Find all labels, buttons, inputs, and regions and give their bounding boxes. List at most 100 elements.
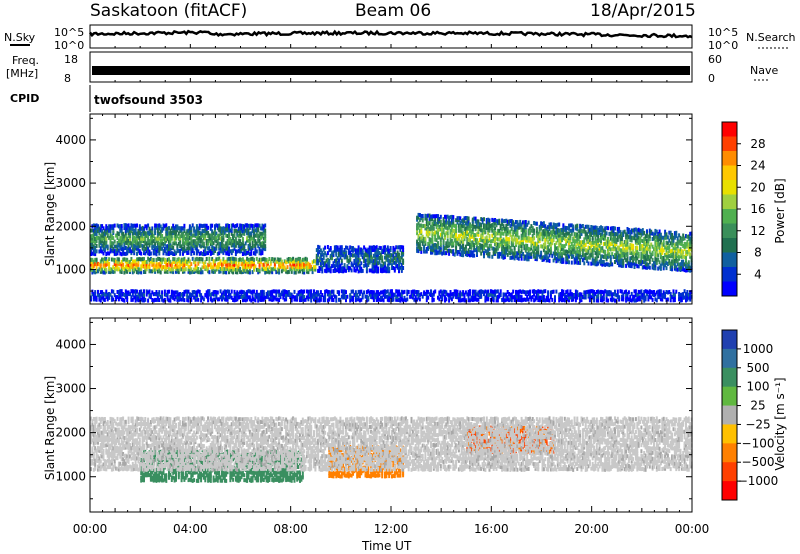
data-cell (421, 237, 424, 242)
data-cell (614, 235, 616, 239)
data-cell (141, 262, 144, 267)
data-cell (254, 233, 257, 238)
data-cell (172, 245, 175, 250)
data-cell (233, 262, 236, 267)
data-cell (554, 251, 556, 256)
data-cell (326, 251, 329, 256)
data-cell (250, 223, 253, 228)
data-cell (579, 229, 582, 234)
data-cell (386, 250, 389, 255)
data-cell (166, 246, 169, 251)
data-cell (634, 259, 637, 264)
data-cell (520, 225, 523, 230)
data-cell (445, 220, 448, 225)
data-cell (506, 229, 509, 234)
data-cell (661, 258, 664, 263)
data-cell (531, 249, 534, 254)
data-cell (321, 265, 324, 270)
data-cell (629, 229, 632, 234)
data-cell (542, 257, 545, 262)
data-cell (260, 251, 262, 256)
data-cell (580, 232, 583, 236)
data-cell (471, 230, 474, 235)
data-cell (569, 252, 572, 257)
data-cell (244, 223, 247, 228)
data-cell (225, 264, 228, 269)
data-cell (212, 267, 215, 271)
data-cell (619, 255, 622, 260)
data-cell (124, 233, 127, 238)
data-cell (353, 266, 356, 271)
data-cell (417, 242, 420, 246)
data-cell (304, 260, 307, 264)
data-cell (434, 237, 437, 242)
data-cell (191, 233, 194, 238)
data-cell (469, 253, 471, 258)
data-cell (102, 262, 105, 267)
data-cell (455, 234, 458, 239)
data-cell (325, 253, 328, 258)
data-cell (365, 248, 368, 253)
data-cell (665, 266, 668, 271)
data-cell (122, 257, 125, 262)
data-cell (646, 265, 648, 270)
data-cell (588, 246, 591, 251)
data-cell (151, 226, 154, 231)
data-cell (339, 248, 342, 253)
data-cell (198, 243, 201, 248)
data-cell (470, 250, 473, 255)
data-cell (299, 259, 301, 264)
data-cell (108, 270, 111, 274)
data-cell (640, 261, 643, 266)
data-cell (455, 231, 458, 236)
data-cell (609, 257, 612, 262)
data-cell (549, 240, 552, 245)
data-cell (608, 245, 611, 249)
data-cell (165, 226, 168, 231)
data-cell (340, 247, 343, 252)
data-cell (605, 239, 608, 244)
data-cell (159, 238, 162, 243)
data-cell (241, 226, 244, 231)
data-cell (527, 228, 530, 233)
data-cell (473, 216, 476, 221)
data-cell (133, 267, 136, 272)
data-cell (459, 216, 462, 221)
data-cell (211, 229, 214, 234)
data-cell (138, 243, 141, 248)
data-cell (527, 238, 530, 243)
data-cell (102, 247, 105, 251)
data-cell (247, 243, 250, 248)
data-cell (513, 256, 516, 261)
data-cell (492, 223, 495, 228)
data-cell (360, 269, 363, 274)
data-cell (201, 265, 204, 270)
data-cell (301, 270, 304, 275)
data-cell (182, 251, 184, 256)
data-cell (379, 265, 382, 270)
data-cell (569, 239, 572, 244)
data-cell (654, 245, 657, 250)
data-cell (505, 226, 508, 231)
data-cell (441, 228, 444, 232)
data-cell (548, 253, 551, 258)
data-cell (119, 228, 122, 233)
data-cell (169, 228, 172, 233)
data-cell (144, 236, 147, 241)
data-cell (95, 223, 98, 228)
data-cell (232, 241, 235, 246)
data-cell (437, 235, 439, 240)
data-cell (506, 237, 509, 242)
data-cell (445, 241, 448, 246)
data-cell (444, 220, 446, 225)
data-cell (141, 257, 144, 262)
data-cell (431, 248, 434, 252)
data-cell (491, 223, 494, 227)
data-cell (91, 270, 94, 275)
data-cell (541, 231, 544, 236)
data-cell (95, 257, 98, 262)
data-cell (208, 246, 211, 251)
data-cell (339, 255, 342, 260)
data-cell (576, 255, 579, 260)
data-cell (137, 234, 140, 239)
